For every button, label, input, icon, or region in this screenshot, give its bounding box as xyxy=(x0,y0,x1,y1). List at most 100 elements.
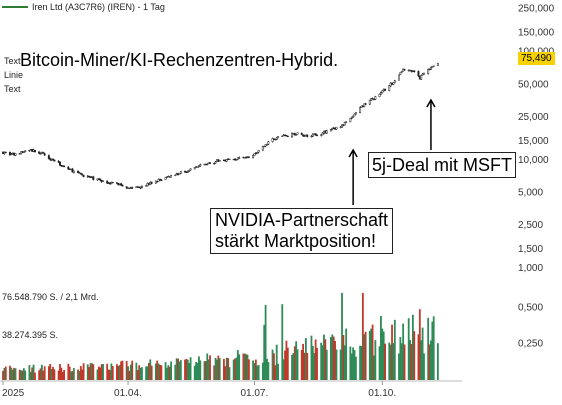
candle-body-88 xyxy=(174,174,177,176)
volume-bar-214 xyxy=(418,309,421,380)
candle-body-198 xyxy=(388,85,391,91)
volume-bar-47 xyxy=(92,364,95,380)
legend[interactable]: Iren Ltd (A3C7R6) (IREN) - 1 Tag xyxy=(2,2,165,12)
volume-bar-34 xyxy=(68,366,71,380)
volume-bar-111 xyxy=(217,355,220,380)
volume-bar-134 xyxy=(263,324,266,380)
candle-body-147 xyxy=(286,135,289,138)
volume-bar-113 xyxy=(223,358,225,380)
candle-body-22 xyxy=(43,153,46,156)
volume-bar-185 xyxy=(361,292,364,380)
candle-body-47 xyxy=(92,176,95,180)
volume-bar-194 xyxy=(380,316,382,380)
volume-bar-197 xyxy=(384,343,386,380)
candle-body-105 xyxy=(206,163,209,166)
volume-bar-191 xyxy=(373,355,375,380)
volume-bar-203 xyxy=(398,353,400,380)
candle-body-131 xyxy=(256,152,259,154)
candle-body-120 xyxy=(235,159,238,161)
volume-bar-24 xyxy=(49,364,52,380)
volume-bar-22 xyxy=(43,366,46,380)
volume-bar-221 xyxy=(431,321,434,380)
volume-bar-132 xyxy=(257,364,260,380)
volume-bar-118 xyxy=(232,359,235,380)
volume-bar-141 xyxy=(275,344,278,380)
volume-bar-19 xyxy=(39,368,42,380)
candle-body-186 xyxy=(363,103,366,108)
candle-body-128 xyxy=(252,155,255,158)
volume-bar-169 xyxy=(331,334,334,380)
candle-body-29 xyxy=(59,161,61,166)
candle-body-181 xyxy=(353,113,356,117)
volume-bar-174 xyxy=(341,292,343,380)
volume-bar-201 xyxy=(392,343,395,380)
candle-body-91 xyxy=(178,173,181,175)
candle-body-207 xyxy=(403,69,406,71)
volume-bar-27 xyxy=(53,369,56,380)
y-tick-label-4: 25,000 xyxy=(518,112,549,123)
candle-body-12 xyxy=(24,150,27,152)
volume-bar-13 xyxy=(28,365,31,380)
candle-body-101 xyxy=(197,165,200,168)
volume-bar-200 xyxy=(391,324,393,380)
volume-bar-51 xyxy=(100,364,103,380)
volume-bar-206 xyxy=(402,323,405,380)
candle-body-62 xyxy=(121,184,124,187)
annotation-arrows xyxy=(348,98,436,205)
volume-bar-25 xyxy=(50,369,53,380)
volume-bar-211 xyxy=(411,314,414,380)
candle-body-98 xyxy=(193,166,196,170)
volume-bar-102 xyxy=(199,360,202,380)
candle-body-215 xyxy=(420,75,423,80)
volume-bar-188 xyxy=(368,330,371,380)
volume-bar-167 xyxy=(325,349,328,380)
candle-body-18 xyxy=(38,151,41,154)
volume-bar-82 xyxy=(160,365,163,380)
volume-bar-46 xyxy=(91,363,93,380)
volume-bar-143 xyxy=(281,304,284,380)
overlay-label-line[interactable]: Linie xyxy=(4,70,24,80)
volume-bar-6 xyxy=(13,367,16,380)
candle-body-223 xyxy=(436,63,439,66)
volume-bar-107 xyxy=(209,355,211,380)
candle-body-97 xyxy=(189,168,192,171)
volume-bar-70 xyxy=(138,365,141,380)
volume-bar-172 xyxy=(335,349,338,380)
volume-bar-131 xyxy=(256,365,259,380)
y-tick-label-3: 50,000 xyxy=(518,79,549,90)
volume-bar-115 xyxy=(225,357,228,380)
volume-bar-48 xyxy=(96,369,99,380)
volume-bar-12 xyxy=(24,370,27,380)
volume-bar-175 xyxy=(342,335,345,380)
candle-body-194 xyxy=(379,92,382,95)
volume-bar-184 xyxy=(360,346,363,380)
candle-body-83 xyxy=(164,177,167,180)
volume-bar-137 xyxy=(267,362,270,380)
volume-bar-20 xyxy=(41,364,43,380)
candle-body-108 xyxy=(213,163,216,165)
candle-body-112 xyxy=(218,160,221,162)
candle-body-138 xyxy=(271,138,274,142)
candle-body-129 xyxy=(253,153,256,156)
volume-bar-4 xyxy=(10,367,13,380)
volume-bar-77 xyxy=(150,365,153,380)
candle-body-102 xyxy=(199,164,202,167)
candle-body-197 xyxy=(384,89,387,91)
volume-bar-218 xyxy=(427,317,430,380)
volume-bar-65 xyxy=(128,370,131,380)
volume-bar-151 xyxy=(295,341,298,380)
candle-body-168 xyxy=(329,129,332,132)
volume-bar-78 xyxy=(154,363,157,380)
x-tick-label-2: 01.07. xyxy=(240,388,268,399)
overlay-label-text[interactable]: Text xyxy=(4,56,21,66)
candle-body-162 xyxy=(316,134,318,137)
volume-bar-128 xyxy=(252,360,254,380)
volume-bar-119 xyxy=(234,358,236,380)
overlay-label-text-2[interactable]: Text xyxy=(4,84,21,94)
volume-bar-73 xyxy=(145,366,148,380)
candle-body-182 xyxy=(354,112,357,115)
candle-body-202 xyxy=(393,80,396,84)
volume-bar-157 xyxy=(306,353,309,380)
x-axis-ticks: 2025 01.04. 01.07. 01.10. xyxy=(0,380,462,399)
candle-body-195 xyxy=(381,90,384,94)
